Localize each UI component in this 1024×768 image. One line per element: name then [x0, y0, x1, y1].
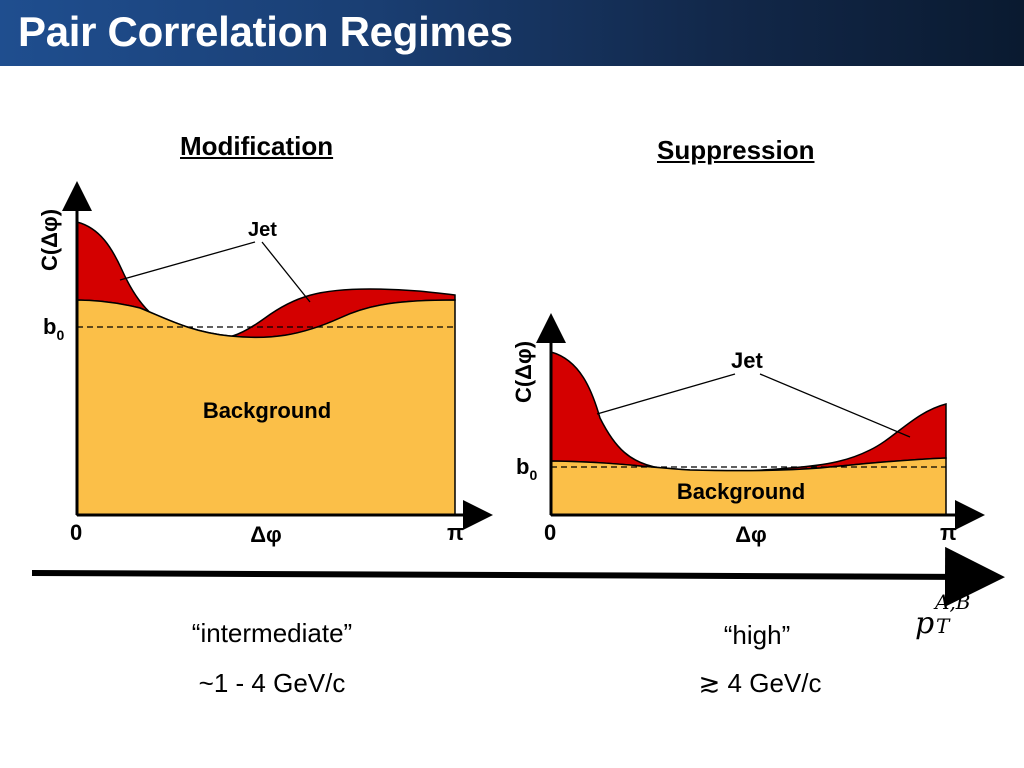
high-regime-label: “high”: [723, 620, 791, 650]
suppression-plot: Jet Background C(Δφ) b0 0 Δφ π: [511, 313, 985, 547]
pt-axis-label: p A,B T: [915, 590, 1015, 650]
intermediate-regime-label: “intermediate”: [191, 618, 353, 648]
modification-background-label: Background: [203, 398, 331, 423]
suppression-heading: Suppression: [657, 135, 815, 165]
suppression-x-start: 0: [544, 520, 556, 545]
suppression-xlabel: Δφ: [735, 522, 767, 547]
modification-x-end: π: [447, 520, 464, 545]
modification-xlabel: Δφ: [250, 522, 282, 547]
modification-x-start: 0: [70, 520, 82, 545]
pt-superscript: A,B: [935, 590, 971, 614]
suppression-background-label: Background: [677, 479, 805, 504]
high-regime-range: ≳ 4 GeV/c: [698, 668, 822, 698]
suppression-baseline-label: b0: [516, 454, 537, 483]
title-bar: Pair Correlation Regimes: [0, 0, 1024, 66]
modification-jet-pointer-right: [261, 241, 311, 303]
modification-baseline-b: b: [43, 314, 56, 339]
modification-baseline-sub: 0: [56, 327, 64, 343]
suppression-x-end: π: [940, 520, 957, 545]
suppression-jet-pointer-right: [759, 373, 911, 438]
slide-title: Pair Correlation Regimes: [18, 8, 513, 55]
suppression-jet-pointer-left: [596, 373, 736, 415]
modification-ylabel: C(Δφ): [37, 209, 62, 271]
modification-background-area: [76, 299, 456, 516]
modification-jet-pointer-left: [119, 241, 256, 281]
modification-heading: Modification: [180, 131, 334, 161]
suppression-baseline-sub: 0: [529, 467, 537, 483]
pt-symbol: p: [915, 606, 935, 641]
suppression-baseline-b: b: [516, 454, 529, 479]
modification-plot: Jet Background C(Δφ) b0 0 Δφ π: [37, 181, 493, 547]
suppression-background-area: [550, 457, 947, 516]
suppression-ylabel: C(Δφ): [511, 341, 536, 403]
pt-subscript: T: [936, 614, 950, 638]
modification-jet-label: Jet: [248, 219, 277, 241]
pt-arrow: [31, 546, 1005, 607]
suppression-jet-label: Jet: [731, 348, 763, 373]
intermediate-regime-range: ~1 - 4 GeV/c: [198, 668, 346, 698]
modification-baseline-label: b0: [43, 314, 64, 343]
